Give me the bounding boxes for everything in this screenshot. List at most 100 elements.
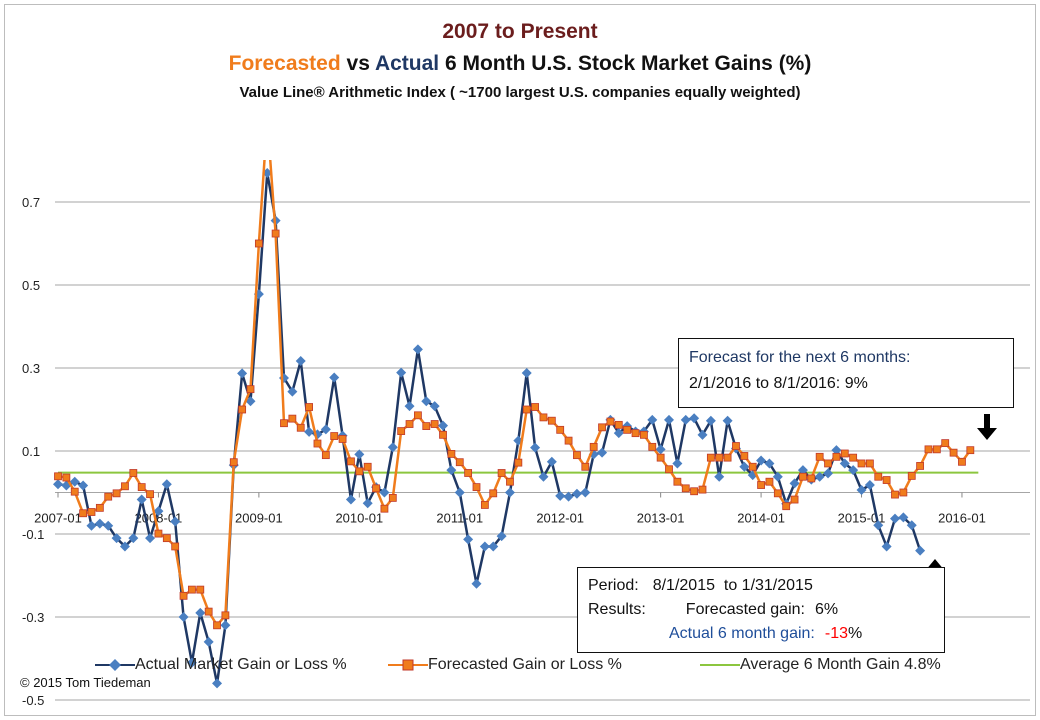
forecast-point [129,469,138,477]
actual-gain-value: -13 [824,625,848,642]
actual-point [831,445,842,456]
actual-point [320,424,331,435]
forecast-point [497,469,506,477]
actual-point [438,420,449,431]
actual-point [128,533,139,544]
actual-point [412,344,423,355]
y-tick-label: -0.3 [22,610,44,625]
forecast-point [673,477,682,486]
actual-point [864,480,875,491]
forecast-point [439,430,447,439]
forecast-point [372,484,380,493]
forecast-point [698,485,707,494]
x-tick-label: 2016-01 [938,511,986,526]
forecast-point [531,403,539,411]
actual-point [898,512,909,523]
subtitle-actual: Actual [374,52,440,75]
forecast-point [121,482,129,491]
actual-point [722,415,733,426]
actual-point [571,488,582,499]
actual-point [697,429,708,440]
forecast-point [489,489,498,498]
forecast-point [70,487,79,496]
actual-point [555,490,566,501]
y-tick-label: -0.1 [22,527,44,542]
results-label: Results: [588,601,646,618]
series-group [53,116,975,689]
legend-item-actual: Actual Market Gain or Loss % [95,656,347,674]
actual-point [195,607,206,618]
forecast-point [506,477,514,486]
forecast-point [246,385,255,394]
x-tick-label: 2014-01 [737,511,785,526]
subtitle-forecasted: Forecasted [228,52,341,75]
actual-point [86,520,97,531]
forecasted-gain-value: 6% [814,601,839,618]
forecast-point [171,542,180,551]
subtitle-vs: vs [340,52,375,75]
forecast-point [188,585,196,594]
forecast-point [455,458,464,467]
chart-subtitle: Forecasted vs Actual 6 Month U.S. Stock … [0,52,1040,76]
square-marker-icon [388,659,428,671]
actual-gain-pct: % [848,625,863,642]
forecast-point [539,413,548,422]
period-value: 8/1/2015 to 1/31/2015 [652,577,813,594]
results-callout: Period: 8/1/2015 to 1/31/2015 Results: For… [577,567,945,653]
forecast-point [288,414,297,423]
forecast-point [706,453,715,462]
forecast-point [740,452,749,460]
actual-point [772,471,783,482]
actual-point [488,541,499,552]
forecast-point [882,476,891,484]
actual-point [212,678,223,689]
actual-point [873,520,884,531]
forecast-point [338,435,347,443]
actual-point [764,458,775,469]
actual-gain-label: Actual 6 month gain: [669,625,815,642]
x-tick-label: 2011-01 [436,511,483,526]
actual-point [111,533,122,544]
actual-point [689,413,700,424]
forecast-point [547,416,556,425]
forecast-point [732,442,740,450]
actual-point [153,506,164,517]
actual-point [848,465,859,476]
forecast-callout-line1: Forecast for the next 6 months: [689,349,911,366]
forecast-callout: Forecast for the next 6 months: 2/1/2016… [678,338,1014,408]
actual-point [496,531,507,542]
forecast-point [799,472,807,481]
forecast-point [264,116,271,123]
actual-point [521,367,532,378]
x-tick-label: 2015-01 [838,511,886,526]
actual-point [237,368,248,379]
forecast-point [104,492,113,501]
forecast-point [388,493,397,502]
actual-point [396,367,407,378]
legend-item-forecast: Forecasted Gain or Loss % [388,656,622,674]
forecast-point [330,432,339,440]
actual-point [915,545,926,556]
forecast-point [464,469,473,477]
forecast-point [681,484,690,493]
forecast-point [832,452,841,461]
line-marker-icon [700,664,740,666]
y-tick-label: 0.7 [22,195,40,210]
forecast-point [598,423,606,432]
actual-point [814,471,825,482]
forecast-point [589,442,598,451]
forecast-callout-line2: 2/1/2016 to 8/1/2016: 9% [689,375,868,392]
diamond-marker-icon [95,659,135,671]
forecast-point [271,229,280,238]
forecast-point [614,420,623,429]
actual-point [705,415,716,426]
actual-point [304,426,315,437]
forecast-point [305,403,314,411]
y-tick-label: -0.5 [22,693,44,708]
forecast-point [564,436,573,445]
forecast-point [648,442,657,451]
forecast-point [154,529,163,538]
actual-point [69,476,80,487]
actual-point [295,355,306,366]
actual-point [890,513,900,524]
